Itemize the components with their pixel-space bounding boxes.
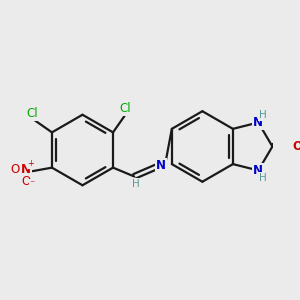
Text: Cl: Cl <box>27 107 38 120</box>
Text: N: N <box>253 164 263 177</box>
Text: N: N <box>156 159 166 172</box>
Text: O: O <box>292 140 300 153</box>
Text: H: H <box>259 173 266 183</box>
Text: ⁻: ⁻ <box>29 180 34 190</box>
Text: H: H <box>132 179 140 189</box>
Text: H: H <box>259 110 266 120</box>
Text: Cl: Cl <box>120 102 131 115</box>
Text: N: N <box>253 116 263 129</box>
Text: +: + <box>27 159 34 168</box>
Text: O: O <box>10 163 20 176</box>
Text: N: N <box>21 163 31 176</box>
Text: O: O <box>22 175 31 188</box>
